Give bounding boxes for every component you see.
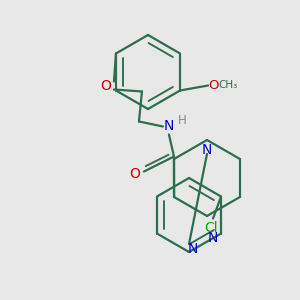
Text: O: O — [208, 79, 218, 92]
Text: O: O — [100, 79, 111, 92]
Text: Cl: Cl — [204, 221, 218, 236]
Text: N: N — [202, 143, 212, 157]
Text: N: N — [164, 119, 174, 134]
Text: O: O — [130, 167, 140, 182]
Text: N: N — [188, 242, 198, 256]
Text: H: H — [178, 114, 186, 127]
Text: N: N — [208, 230, 218, 244]
Text: CH₃: CH₃ — [218, 80, 238, 89]
